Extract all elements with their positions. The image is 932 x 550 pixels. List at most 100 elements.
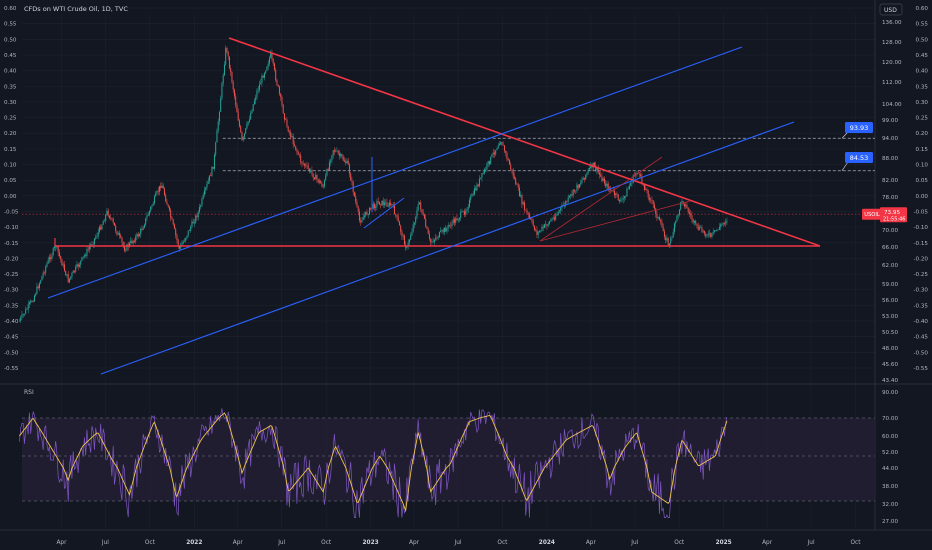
candle-body xyxy=(91,244,93,246)
candle-body xyxy=(475,188,477,191)
candle-body xyxy=(587,169,589,173)
level-label-text: 84.53 xyxy=(850,154,869,162)
left-axis-tick: 0.05 xyxy=(4,178,17,184)
candle-body xyxy=(606,183,608,187)
candle-body xyxy=(382,200,384,205)
candle-body xyxy=(267,63,269,67)
candle-body xyxy=(455,218,457,223)
candle-body xyxy=(291,136,293,138)
candle-body xyxy=(332,150,334,156)
candle-body xyxy=(358,211,360,221)
candle-body xyxy=(186,235,188,239)
right-price-tick: 88.00 xyxy=(882,156,898,162)
candle-body xyxy=(597,168,599,173)
candle-body xyxy=(327,169,329,170)
candle-body xyxy=(66,274,68,276)
rsi-axis-tick: 27.00 xyxy=(882,519,898,525)
rsi-ma-line xyxy=(19,412,728,513)
candle-body xyxy=(508,159,510,165)
candle-body xyxy=(560,207,562,211)
candle-body xyxy=(540,230,542,232)
candle-body xyxy=(43,272,45,274)
candle-body xyxy=(343,160,345,162)
candle-body xyxy=(687,207,689,213)
candle-body xyxy=(622,198,624,200)
right-percent-tick: -0.40 xyxy=(914,319,929,325)
candle-body xyxy=(595,165,597,171)
candle-body xyxy=(88,246,90,250)
candle-body xyxy=(495,150,497,155)
candle-body xyxy=(466,209,468,212)
level-label-connector xyxy=(841,161,849,171)
candle-body xyxy=(468,199,470,207)
candle-body xyxy=(261,75,263,83)
rsi-axis-tick: 38.00 xyxy=(882,484,898,490)
candle-body xyxy=(710,233,712,237)
candle-body xyxy=(558,210,560,212)
left-axis-tick: -0.25 xyxy=(4,272,19,278)
candle-body xyxy=(215,142,217,155)
candle-body xyxy=(290,132,292,138)
candle-body xyxy=(387,205,389,207)
candle-body xyxy=(546,224,548,226)
candle-body xyxy=(437,237,439,238)
candle-body xyxy=(320,180,322,184)
trendline-small-blue xyxy=(363,197,405,229)
candle-body xyxy=(575,190,577,192)
left-axis-tick: -0.35 xyxy=(4,303,19,309)
candle-body xyxy=(672,231,674,238)
candle-body xyxy=(537,231,539,235)
right-percent-tick: 0.55 xyxy=(916,22,929,28)
candle-body xyxy=(632,175,634,183)
candle-body xyxy=(543,224,545,228)
candle-body xyxy=(542,226,544,228)
candle-body xyxy=(280,93,282,97)
candle-body xyxy=(221,83,223,99)
candle-body xyxy=(50,257,52,259)
candle-body xyxy=(506,152,508,159)
candle-body xyxy=(331,155,333,161)
candle-body xyxy=(200,205,202,207)
candle-body xyxy=(435,237,437,240)
candle-body xyxy=(416,210,418,218)
candle-body xyxy=(692,219,694,223)
candle-body xyxy=(223,64,225,76)
candle-body xyxy=(128,242,130,247)
candle-body xyxy=(136,234,138,237)
candle-body xyxy=(42,272,44,276)
candle-body xyxy=(458,217,460,220)
candle-body xyxy=(381,200,383,206)
right-percent-tick: 0.05 xyxy=(916,178,929,184)
candle-body xyxy=(605,183,607,187)
candle-body xyxy=(385,202,387,203)
right-price-tick: 94.00 xyxy=(882,136,898,142)
candle-body xyxy=(208,175,210,181)
candle-body xyxy=(355,196,357,203)
candle-body xyxy=(520,195,522,197)
candle-body xyxy=(586,172,588,175)
candle-body xyxy=(113,222,115,226)
candle-body xyxy=(303,163,305,166)
right-price-tick: 66.00 xyxy=(882,245,898,251)
candle-body xyxy=(226,48,228,53)
candle-body xyxy=(362,217,364,221)
right-percent-tick: -0.25 xyxy=(914,272,929,278)
candle-body xyxy=(390,202,392,206)
candle-body xyxy=(372,203,374,209)
candle-body xyxy=(391,204,393,206)
candle-body xyxy=(677,214,679,216)
left-axis-tick: -0.30 xyxy=(4,288,19,294)
candle-body xyxy=(247,121,249,124)
left-axis-tick: 0.60 xyxy=(4,6,17,12)
candle-body xyxy=(502,145,504,146)
candle-body xyxy=(703,230,705,234)
candle-body xyxy=(397,216,399,222)
candle-body xyxy=(660,219,662,223)
left-axis-tick: 0.20 xyxy=(4,131,17,137)
candle-body xyxy=(22,314,24,316)
right-price-tick: 62.00 xyxy=(882,263,898,269)
candle-body xyxy=(705,233,707,237)
candle-body xyxy=(191,221,193,227)
candle-body xyxy=(111,218,113,219)
